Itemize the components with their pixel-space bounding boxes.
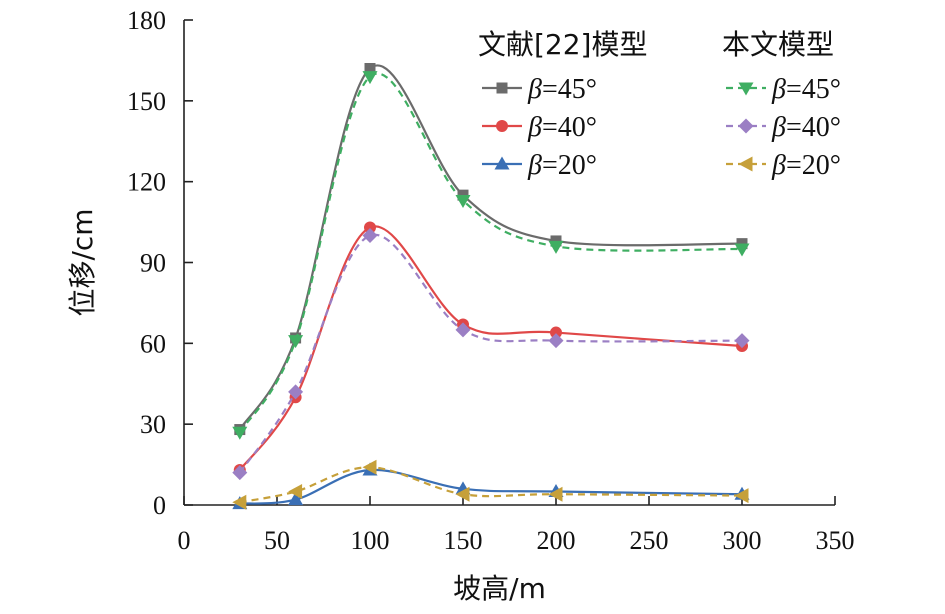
legend-group-title: 本文模型 bbox=[722, 28, 834, 61]
legend-marker bbox=[494, 156, 510, 170]
series-ref22-40 bbox=[233, 221, 748, 476]
series-line bbox=[239, 468, 743, 505]
legend-marker bbox=[738, 156, 753, 172]
series-line bbox=[239, 466, 743, 504]
y-tick-label: 90 bbox=[140, 249, 166, 278]
data-point bbox=[550, 326, 562, 339]
series-line bbox=[238, 64, 743, 431]
data-point bbox=[364, 63, 376, 74]
x-axis-label: 坡高/m bbox=[453, 572, 546, 605]
data-point bbox=[548, 333, 564, 349]
data-point bbox=[734, 333, 750, 349]
legend-group-title: 文献[22]模型 bbox=[478, 28, 647, 61]
legend-entry: β=45° bbox=[726, 74, 841, 105]
legend-label: β=45° bbox=[771, 74, 841, 105]
legend-marker bbox=[738, 82, 754, 96]
data-point bbox=[232, 494, 247, 510]
x-tick-label: 100 bbox=[351, 526, 390, 555]
series-proposed-20 bbox=[232, 459, 749, 510]
legend-entry: β=20° bbox=[726, 150, 841, 181]
legend-value: =40° bbox=[786, 112, 841, 143]
data-point bbox=[288, 484, 303, 500]
series-layer bbox=[232, 63, 750, 510]
y-tick-label: 0 bbox=[153, 491, 166, 520]
data-point bbox=[548, 486, 563, 502]
data-point bbox=[548, 240, 564, 254]
x-tick-label: 300 bbox=[723, 526, 762, 555]
data-point bbox=[232, 465, 248, 481]
x-tick-label: 200 bbox=[537, 526, 576, 555]
y-axis-label: 位移/cm bbox=[66, 208, 99, 316]
axes: 0 30 60 90 120 150 180 0 50 100 150 200 250 300 350 bbox=[127, 6, 855, 555]
series-proposed-40 bbox=[232, 228, 750, 481]
legend-symbol: β bbox=[527, 112, 542, 143]
legend-entry: β=40° bbox=[482, 112, 597, 143]
legend-label: β=40° bbox=[771, 112, 841, 143]
data-point bbox=[362, 71, 378, 85]
legend-value: =20° bbox=[786, 150, 841, 181]
legend-value: =45° bbox=[542, 74, 597, 105]
y-tick-label: 30 bbox=[140, 410, 166, 439]
x-tick-label: 350 bbox=[816, 526, 855, 555]
legend-label: β=45° bbox=[527, 74, 597, 105]
data-point bbox=[734, 243, 750, 257]
y-tick-label: 60 bbox=[140, 329, 166, 358]
y-tick-label: 150 bbox=[127, 87, 166, 116]
x-tick-label: 250 bbox=[630, 526, 669, 555]
data-point bbox=[734, 488, 749, 504]
legend-marker bbox=[496, 120, 508, 132]
legend-label: β=40° bbox=[527, 112, 597, 143]
legend-value: =40° bbox=[542, 112, 597, 143]
legend-value: =20° bbox=[542, 150, 597, 181]
series-proposed-45 bbox=[232, 71, 750, 440]
legend-label: β=20° bbox=[771, 150, 841, 181]
y-tick-label: 120 bbox=[127, 168, 166, 197]
data-point bbox=[288, 384, 304, 400]
legend-symbol: β bbox=[771, 74, 786, 105]
legend-symbol: β bbox=[527, 150, 542, 181]
data-point bbox=[232, 426, 248, 440]
y-tick-label: 180 bbox=[127, 6, 166, 35]
series-line bbox=[238, 72, 743, 433]
data-point bbox=[288, 335, 304, 349]
data-point bbox=[362, 459, 377, 475]
data-point bbox=[455, 195, 471, 209]
data-point bbox=[455, 322, 471, 338]
legend-marker bbox=[738, 118, 754, 134]
legend-label: β=20° bbox=[527, 150, 597, 181]
x-tick-label: 50 bbox=[264, 526, 290, 555]
data-point bbox=[455, 486, 470, 502]
x-tick-label: 150 bbox=[444, 526, 483, 555]
legend-symbol: β bbox=[771, 112, 786, 143]
data-point bbox=[364, 221, 376, 234]
x-tick-label: 0 bbox=[178, 526, 191, 555]
series-ref22-45 bbox=[234, 63, 748, 436]
legend-entry: β=20° bbox=[482, 150, 597, 181]
legend-entry: β=40° bbox=[726, 112, 841, 143]
data-point bbox=[288, 492, 304, 506]
legend-entry: β=45° bbox=[482, 74, 597, 105]
legend-symbol: β bbox=[771, 150, 786, 181]
legend-marker bbox=[496, 82, 508, 94]
legend: 文献[22]模型 本文模型β=45°β=40°β=20°β=45°β=40°β=2… bbox=[478, 28, 841, 181]
legend-symbol: β bbox=[527, 74, 542, 105]
legend-value: =45° bbox=[786, 74, 841, 105]
data-point bbox=[362, 228, 378, 244]
